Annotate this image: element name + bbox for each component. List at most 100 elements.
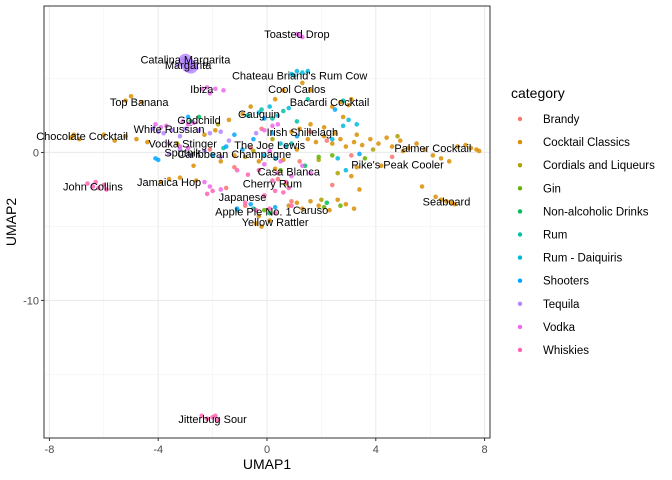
point-label: Casa Blanca	[258, 167, 321, 179]
data-point	[305, 96, 311, 102]
data-point	[272, 166, 278, 172]
data-point	[452, 201, 457, 207]
data-point	[226, 117, 232, 123]
data-point	[202, 132, 207, 138]
x-axis-title: UMAP1	[243, 456, 291, 472]
x-tick-label: -8	[45, 444, 55, 456]
data-point	[340, 123, 346, 129]
data-point	[444, 198, 449, 204]
x-tick-label: 4	[373, 444, 379, 456]
data-point	[289, 198, 294, 204]
data-point	[455, 144, 460, 149]
data-point	[275, 176, 281, 182]
data-point	[346, 117, 351, 123]
data-point	[221, 88, 226, 93]
data-point	[164, 123, 169, 129]
point-label: Apple Pie No. 1	[215, 207, 291, 219]
data-point	[166, 151, 172, 157]
data-point	[327, 207, 332, 213]
data-point	[267, 218, 273, 223]
data-point	[267, 148, 273, 154]
data-point	[329, 136, 335, 142]
data-point	[433, 194, 438, 200]
data-point	[90, 184, 96, 189]
data-point	[77, 136, 82, 142]
data-point	[329, 141, 335, 146]
data-point	[101, 182, 107, 188]
x-tick-label: 8	[481, 444, 487, 456]
legend-key	[517, 139, 523, 145]
data-point	[308, 122, 313, 127]
data-point	[294, 68, 300, 74]
data-point	[270, 178, 275, 183]
data-point	[155, 129, 161, 135]
data-points	[68, 31, 482, 423]
data-point	[321, 133, 327, 139]
data-point	[161, 130, 166, 136]
data-point	[272, 156, 278, 161]
data-point	[272, 210, 278, 216]
data-point	[185, 114, 191, 120]
data-point	[300, 80, 305, 86]
point-label: Margarita	[165, 60, 212, 72]
data-point	[96, 185, 101, 191]
legend-key	[517, 301, 523, 306]
data-point	[71, 132, 77, 138]
data-point	[210, 153, 215, 158]
legend-label: Rum	[543, 230, 567, 242]
data-point	[207, 130, 213, 136]
y-axis-title: UMAP2	[3, 198, 19, 246]
data-point	[169, 127, 175, 133]
data-point	[232, 164, 237, 170]
data-point	[261, 116, 267, 121]
data-point	[321, 204, 327, 210]
legend-key	[517, 347, 523, 353]
point-label: Jitterbug Sour	[178, 414, 247, 426]
data-point	[289, 173, 294, 179]
data-point	[213, 86, 218, 92]
data-point	[261, 162, 267, 167]
point-label: Godchild	[177, 115, 220, 127]
data-point	[185, 122, 191, 127]
data-point	[185, 145, 191, 151]
legend-label: Vodka	[543, 322, 576, 334]
data-point	[291, 73, 297, 78]
data-point	[378, 163, 384, 169]
data-point	[422, 147, 428, 152]
data-point	[300, 70, 305, 75]
data-point	[191, 120, 196, 126]
point-label: Irish Shillelagh	[267, 127, 339, 139]
data-point	[272, 204, 278, 210]
data-point	[275, 170, 281, 176]
data-point	[294, 119, 300, 124]
data-point	[218, 159, 224, 164]
data-point	[275, 113, 281, 118]
data-point	[316, 203, 321, 209]
data-point	[196, 127, 202, 133]
data-point	[329, 153, 335, 158]
data-point	[93, 179, 98, 185]
data-point	[240, 111, 245, 117]
legend-label: Gin	[543, 183, 561, 195]
data-point	[259, 224, 264, 229]
data-point	[253, 130, 259, 136]
data-point	[419, 184, 425, 189]
legend: Brandy Cocktail Classics Cordials and Liqu…	[517, 114, 655, 357]
data-point	[376, 141, 381, 146]
point-label: The Joe Lewis	[234, 140, 305, 152]
data-point	[463, 142, 468, 148]
data-point	[446, 159, 452, 164]
data-point	[329, 104, 335, 109]
data-point	[270, 116, 275, 121]
data-point	[300, 206, 305, 211]
legend-key	[517, 209, 523, 214]
data-point	[180, 119, 185, 124]
x-tick-label: 0	[264, 444, 270, 456]
data-point	[85, 181, 90, 186]
data-point	[294, 200, 300, 206]
data-point	[354, 164, 360, 170]
data-point	[202, 148, 207, 154]
point-label: Toasted Drop	[264, 29, 329, 41]
data-point	[232, 132, 237, 138]
data-point	[242, 200, 248, 206]
